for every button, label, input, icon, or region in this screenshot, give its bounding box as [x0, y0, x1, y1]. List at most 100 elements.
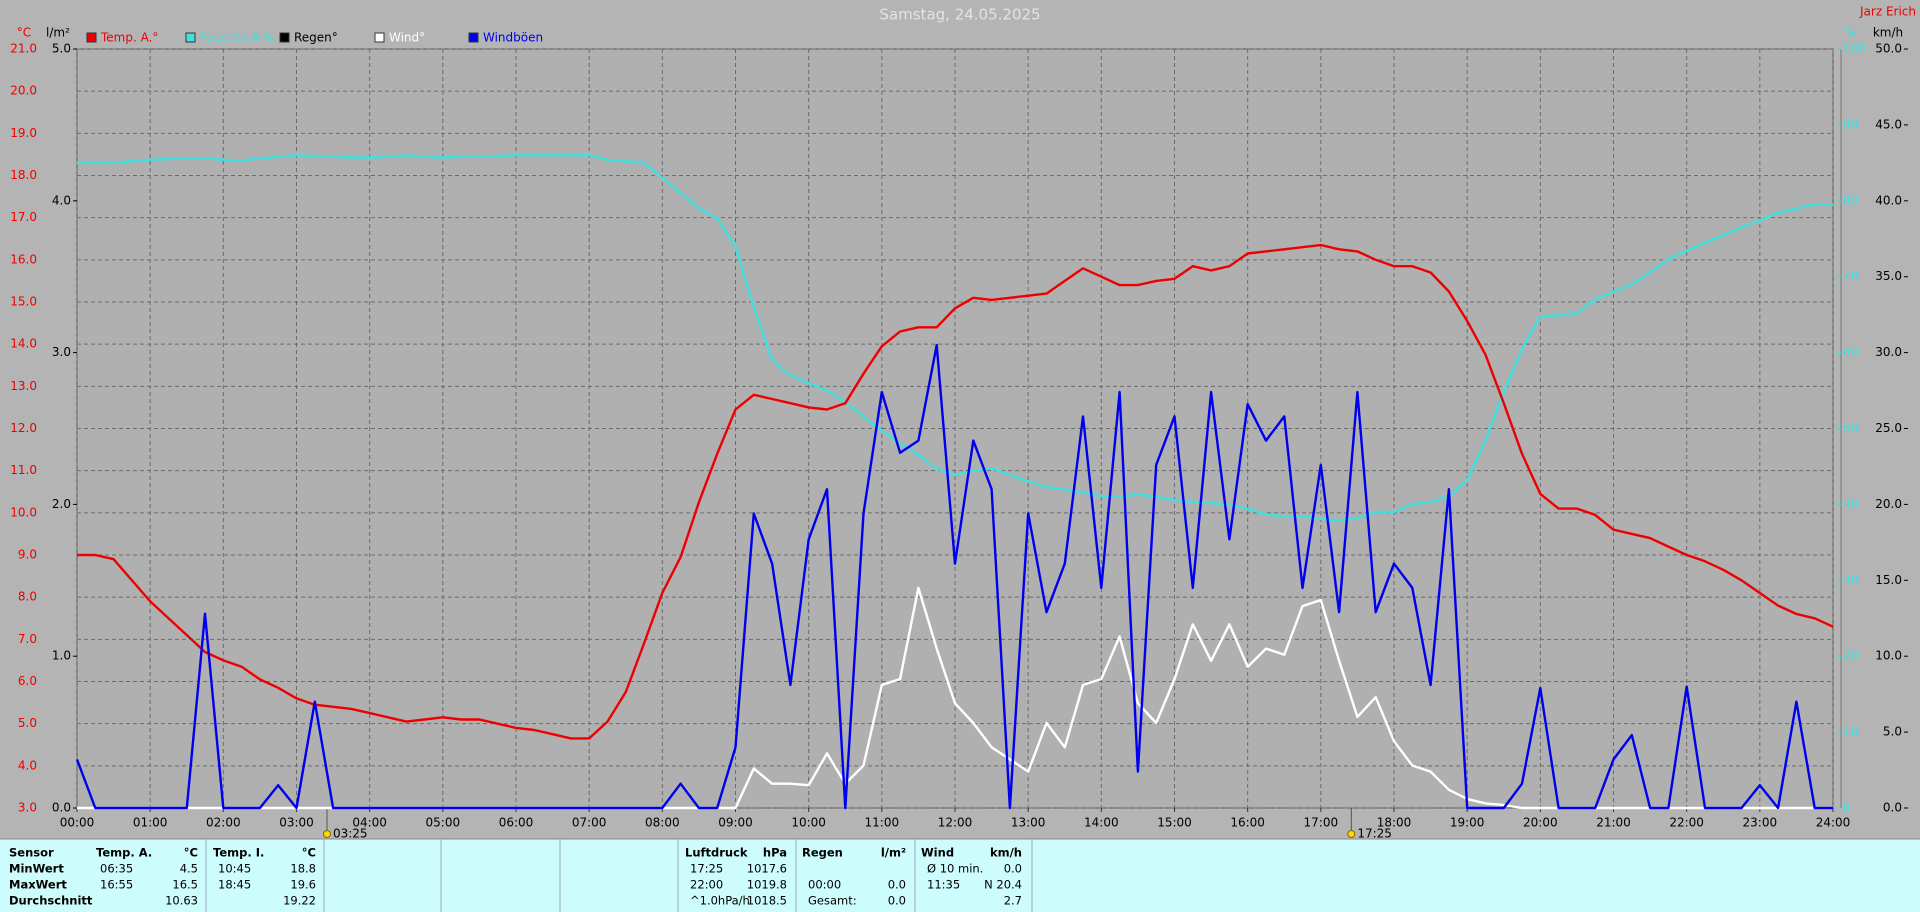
table-cell: 18.8	[290, 862, 316, 876]
table-header: °C	[302, 846, 316, 860]
table-cell: Durchschnitt	[9, 894, 93, 908]
legend-swatch	[86, 32, 97, 43]
humidity-tick-label: 10	[1843, 725, 1858, 739]
y-tick-label: 19.0	[10, 126, 37, 140]
x-tick-label: 11:00	[865, 816, 900, 830]
y-tick-label: 17.0	[10, 210, 37, 224]
y-tick-label: 3.0	[18, 801, 37, 815]
sun-icon	[1347, 830, 1356, 838]
legend-swatch	[185, 32, 196, 43]
table-cell: 0.0	[888, 894, 906, 908]
table-cell: N 20.4	[984, 878, 1022, 892]
y-axis-title: °C	[17, 26, 31, 40]
humidity-tick-label: 40	[1843, 497, 1858, 511]
humidity-tick-label: 0	[1843, 801, 1851, 815]
wind-tick-label: 50.0	[1875, 42, 1902, 56]
sun-label: 17:25	[1357, 827, 1392, 841]
wind-tick-label: 40.0	[1875, 193, 1902, 207]
wind-tick-label: 20.0	[1875, 497, 1902, 511]
table-header: Regen	[802, 846, 843, 860]
stats-panel	[0, 839, 1920, 912]
table-cell: ^1.0hPa/h	[690, 894, 750, 908]
table-header: Sensor	[9, 846, 54, 860]
rain-axis-title: l/m²	[46, 26, 70, 40]
x-tick-label: 16:00	[1230, 816, 1265, 830]
table-cell: 0.0	[888, 878, 906, 892]
table-cell: MaxWert	[9, 878, 67, 892]
y-tick-label: 8.0	[18, 590, 37, 604]
wind-tick-label: 25.0	[1875, 421, 1902, 435]
series-line	[77, 154, 1833, 522]
table-cell: 00:00	[808, 878, 841, 892]
humidity-tick-label: 50	[1843, 421, 1858, 435]
x-tick-label: 15:00	[1157, 816, 1192, 830]
x-tick-label: 05:00	[426, 816, 461, 830]
table-cell: Gesamt:	[808, 894, 857, 908]
table-cell: MinWert	[9, 862, 64, 876]
y-tick-label: 9.0	[18, 548, 37, 562]
y-tick-label: 13.0	[10, 379, 37, 393]
wind-tick-label: 30.0	[1875, 345, 1902, 359]
table-cell: 16:55	[100, 878, 133, 892]
table-cell: 18:45	[218, 878, 251, 892]
y-tick-label: 6.0	[18, 674, 37, 688]
table-header: Luftdruck	[685, 846, 748, 860]
x-tick-label: 22:00	[1669, 816, 1704, 830]
x-tick-label: 23:00	[1743, 816, 1778, 830]
table-cell: 06:35	[100, 862, 133, 876]
legend-swatch	[279, 32, 290, 43]
wind-axis-title: km/h	[1873, 26, 1903, 40]
y-tick-label: 15.0	[10, 295, 37, 309]
legend-label: Temp. A.°	[100, 31, 158, 45]
wind-tick-label: 15.0	[1875, 573, 1902, 587]
table-header: km/h	[990, 846, 1022, 860]
rain-tick-label: 4.0	[52, 193, 71, 207]
table-cell: 10.63	[165, 894, 198, 908]
table-cell: 1017.6	[747, 862, 787, 876]
humidity-tick-label: 30	[1843, 573, 1858, 587]
x-tick-label: 20:00	[1523, 816, 1558, 830]
legend-label: Regen°	[294, 31, 338, 45]
humidity-tick-label: 20	[1843, 649, 1858, 663]
y-tick-label: 4.0	[18, 758, 37, 772]
humidity-tick-label: 60	[1843, 345, 1858, 359]
x-tick-label: 01:00	[133, 816, 168, 830]
rain-tick-label: 2.0	[52, 497, 71, 511]
y-tick-label: 14.0	[10, 337, 37, 351]
rain-tick-label: 1.0	[52, 649, 71, 663]
x-tick-label: 14:00	[1084, 816, 1119, 830]
series-line	[77, 243, 1834, 740]
sun-icon	[322, 830, 331, 838]
table-header: Temp. I.	[213, 846, 264, 860]
x-tick-label: 10:00	[791, 816, 826, 830]
x-tick-label: 02:00	[206, 816, 241, 830]
rain-tick-label: 3.0	[52, 345, 71, 359]
x-tick-label: 09:00	[718, 816, 753, 830]
table-header: l/m²	[881, 846, 906, 860]
table-cell: 1019.8	[747, 878, 787, 892]
humidity-tick-label: 90	[1843, 117, 1858, 131]
x-tick-label: 21:00	[1596, 816, 1631, 830]
table-cell: 19.22	[283, 894, 316, 908]
rain-tick-label: 5.0	[52, 42, 71, 56]
wind-tick-label: 5.0	[1883, 725, 1902, 739]
table-cell: 22:00	[690, 878, 723, 892]
y-tick-label: 21.0	[10, 42, 37, 56]
x-tick-label: 03:00	[279, 816, 314, 830]
y-tick-label: 16.0	[10, 252, 37, 266]
table-header: hPa	[763, 846, 787, 860]
x-tick-label: 00:00	[60, 816, 95, 830]
y-tick-label: 7.0	[18, 632, 37, 646]
x-tick-label: 17:00	[1304, 816, 1339, 830]
table-header: Temp. A.	[96, 846, 152, 860]
x-tick-label: 08:00	[645, 816, 680, 830]
table-cell: 0.0	[1004, 862, 1022, 876]
x-tick-label: 24:00	[1816, 816, 1851, 830]
sun-label: 03:25	[333, 827, 368, 841]
y-tick-label: 12.0	[10, 421, 37, 435]
x-tick-label: 13:00	[1011, 816, 1046, 830]
table-cell: 16.5	[172, 878, 198, 892]
wind-tick-label: 35.0	[1875, 269, 1902, 283]
